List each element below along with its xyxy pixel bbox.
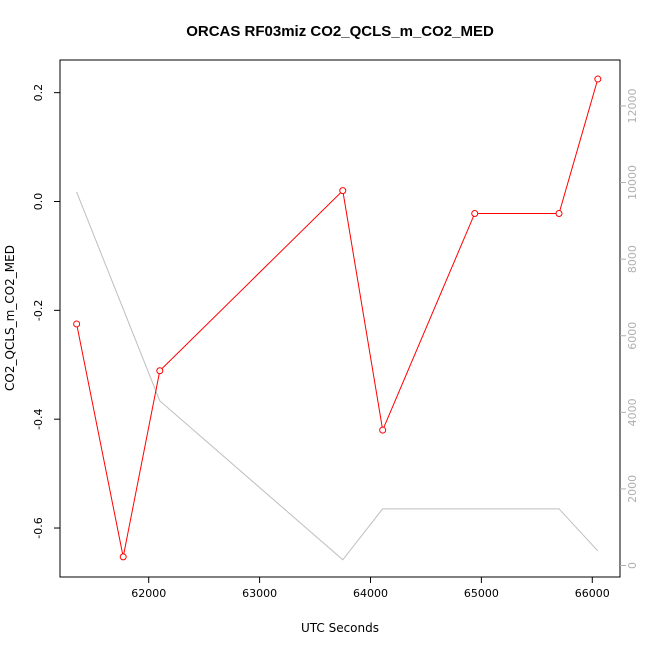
y-tick-label: -0.6: [32, 517, 45, 538]
co2-data-point: [156, 367, 164, 375]
co2-series-line: [76, 78, 599, 557]
y-axis-label: CO2_QCLS_m_CO2_MED: [3, 245, 17, 391]
y2-tick-label: 10000: [626, 165, 639, 200]
y2-tick-label: 8000: [626, 245, 639, 273]
x-tick-label: 65000: [464, 587, 499, 600]
y2-tick-label: 6000: [626, 322, 639, 350]
y2-tick-label: 0: [626, 562, 639, 569]
y-tick-label: -0.4: [32, 408, 45, 429]
y-axis: -0.6 -0.4 -0.2 0.0 0.2: [32, 84, 60, 539]
co2-data-point: [555, 209, 563, 217]
x-tick-label: 62000: [131, 587, 166, 600]
x-tick-label: 63000: [242, 587, 277, 600]
series-layer: [73, 75, 602, 561]
x-tick-label: 64000: [353, 587, 388, 600]
x-tick-label: 66000: [575, 587, 610, 600]
co2-data-point: [339, 187, 347, 195]
y2-axis-right: 0 2000 4000 6000 8000 10000 12000: [620, 88, 639, 569]
y-tick-label: 0.0: [32, 193, 45, 211]
co2-data-point: [119, 553, 127, 561]
co2-data-point: [73, 320, 81, 328]
chart-title: ORCAS RF03miz CO2_QCLS_m_CO2_MED: [186, 23, 494, 40]
co2-data-point: [379, 426, 387, 434]
plot-frame: [59, 59, 621, 578]
y-tick-label: -0.2: [32, 300, 45, 321]
y2-tick-label: 2000: [626, 475, 639, 503]
x-axis: 62000 63000 64000 65000 66000: [131, 577, 610, 600]
y-tick-label: 0.2: [32, 84, 45, 102]
right-axis-series-line: [76, 191, 599, 561]
y2-tick-label: 12000: [626, 88, 639, 123]
co2-data-point: [471, 209, 479, 217]
y2-tick-label: 4000: [626, 398, 639, 426]
co2-data-point: [594, 75, 602, 83]
x-axis-label: UTC Seconds: [301, 621, 379, 635]
